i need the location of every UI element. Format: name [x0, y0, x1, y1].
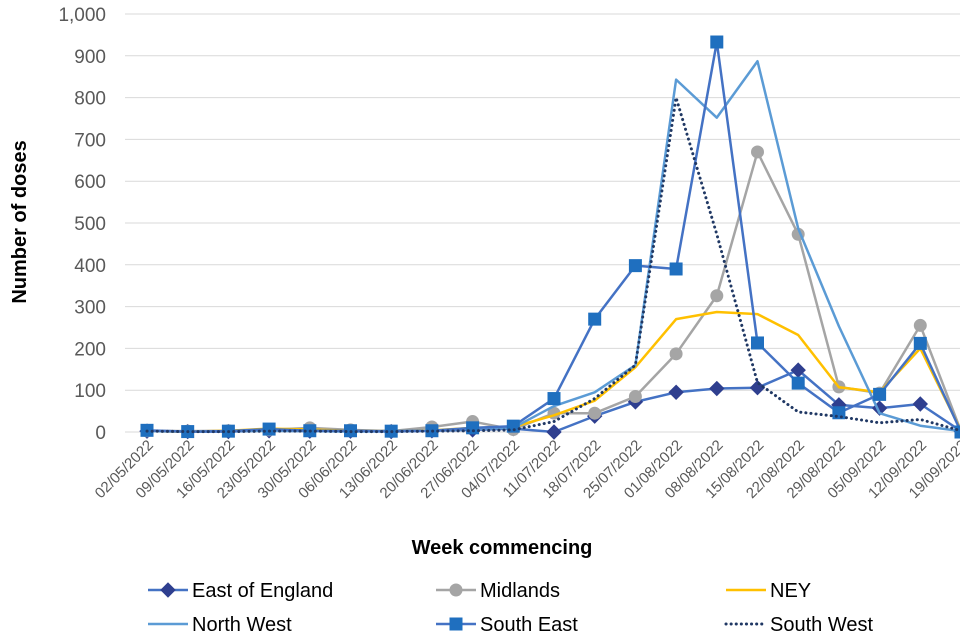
data-point-east-of-england — [709, 380, 725, 397]
y-tick-label: 800 — [74, 89, 106, 110]
legend-marker-south-east — [449, 617, 463, 631]
y-tick-label: 500 — [74, 214, 106, 235]
y-tick-label: 1,000 — [58, 5, 106, 26]
data-point-south-east — [547, 392, 561, 406]
y-tick-label: 0 — [95, 423, 106, 444]
data-point-south-east — [913, 336, 927, 350]
data-point-east-of-england — [912, 396, 929, 412]
series-line-south-west — [145, 96, 960, 434]
legend-item-south-west: South West — [724, 614, 873, 636]
data-point-south-east — [751, 336, 764, 350]
data-point-south-east — [628, 259, 642, 273]
data-point-south-east — [710, 35, 724, 49]
legend-label-midlands: Midlands — [480, 580, 560, 602]
legend-item-midlands: Midlands — [436, 580, 560, 602]
data-point-east-of-england — [546, 424, 562, 440]
data-point-south-east — [954, 425, 960, 439]
y-tick-label: 300 — [74, 298, 106, 319]
series-layer — [139, 35, 960, 440]
data-point-east-of-england — [668, 384, 684, 400]
data-point-midlands — [913, 318, 927, 332]
series-north-west — [146, 59, 960, 433]
gridlines — [125, 13, 960, 433]
y-tick-label: 100 — [74, 381, 106, 402]
legend-label-south-east: South East — [480, 614, 578, 636]
data-point-south-east — [262, 422, 276, 436]
x-axis-title: Week commencing — [412, 537, 593, 559]
data-point-south-east — [832, 406, 846, 420]
y-axis-ticks: 0 100 200 300 400 500 600 700 800 900 1,000 — [58, 5, 106, 444]
legend-item-south-east: South East — [436, 614, 578, 636]
data-point-south-east — [791, 376, 805, 390]
y-tick-label: 700 — [74, 130, 106, 151]
series-south-west — [145, 96, 960, 434]
legend-label-north-west: North West — [192, 614, 292, 636]
legend-marker-east-of-england — [160, 582, 176, 598]
data-point-south-east — [588, 312, 602, 326]
x-axis-ticks: 02/05/202209/05/202216/05/202223/05/2022… — [92, 437, 960, 502]
legend-item-north-west: North West — [148, 614, 292, 636]
data-point-midlands — [628, 389, 642, 403]
data-point-midlands — [588, 406, 602, 420]
series-south-east — [140, 35, 960, 439]
data-point-midlands — [710, 289, 724, 303]
data-point-midlands — [751, 145, 764, 159]
legend-item-east-of-england: East of England — [148, 580, 333, 602]
legend-label-east-of-england: East of England — [192, 580, 333, 602]
y-axis-title: Number of doses — [9, 140, 31, 303]
y-tick-label: 600 — [74, 172, 106, 193]
legend-label-south-west: South West — [770, 614, 873, 636]
legend-label-ney: NEY — [770, 580, 811, 602]
data-point-south-east — [669, 262, 683, 276]
data-point-south-east — [873, 387, 887, 401]
y-tick-label: 900 — [74, 47, 106, 68]
legend-marker-midlands — [449, 583, 463, 597]
data-point-midlands — [669, 347, 683, 361]
series-line-north-west — [146, 59, 960, 433]
legend: East of England Midlands NEY North West Sout… — [148, 580, 873, 636]
legend-item-ney: NEY — [726, 580, 811, 602]
y-tick-label: 400 — [74, 256, 106, 277]
series-line-south-east — [146, 40, 960, 433]
data-point-east-of-england — [749, 379, 766, 396]
y-tick-label: 200 — [74, 339, 106, 360]
